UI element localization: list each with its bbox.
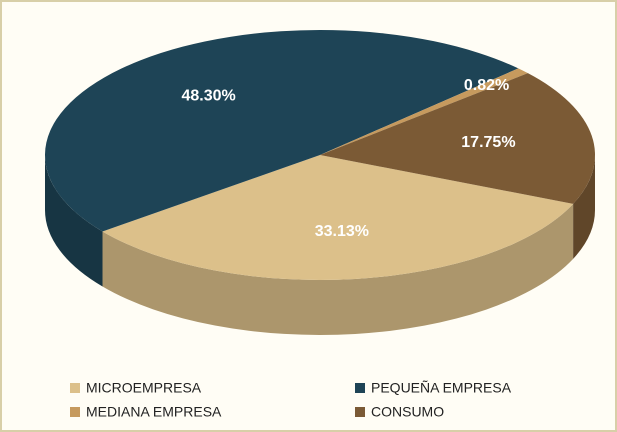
legend-swatch	[70, 407, 80, 417]
pie-slice-side	[102, 203, 574, 336]
data-label: 17.75%	[461, 134, 515, 151]
pie-slice	[44, 29, 519, 232]
pie-slice	[320, 73, 596, 204]
legend-swatch	[70, 383, 80, 393]
legend-swatch	[355, 407, 365, 417]
data-label: 48.30%	[181, 88, 235, 105]
pie-slice-side	[573, 155, 595, 259]
legend-label: MICROEMPRESA	[86, 380, 202, 396]
data-label: 33.13%	[315, 223, 369, 240]
pie-slice	[320, 68, 528, 155]
legend-swatch	[355, 383, 365, 393]
pie-slice	[102, 155, 574, 281]
legend-label: MEDIANA EMPRESA	[86, 404, 222, 420]
legend-label: CONSUMO	[371, 404, 444, 420]
legend-label: PEQUEÑA EMPRESA	[371, 380, 512, 396]
pie-slice-side	[45, 155, 103, 287]
data-label: 0.82%	[464, 77, 509, 94]
